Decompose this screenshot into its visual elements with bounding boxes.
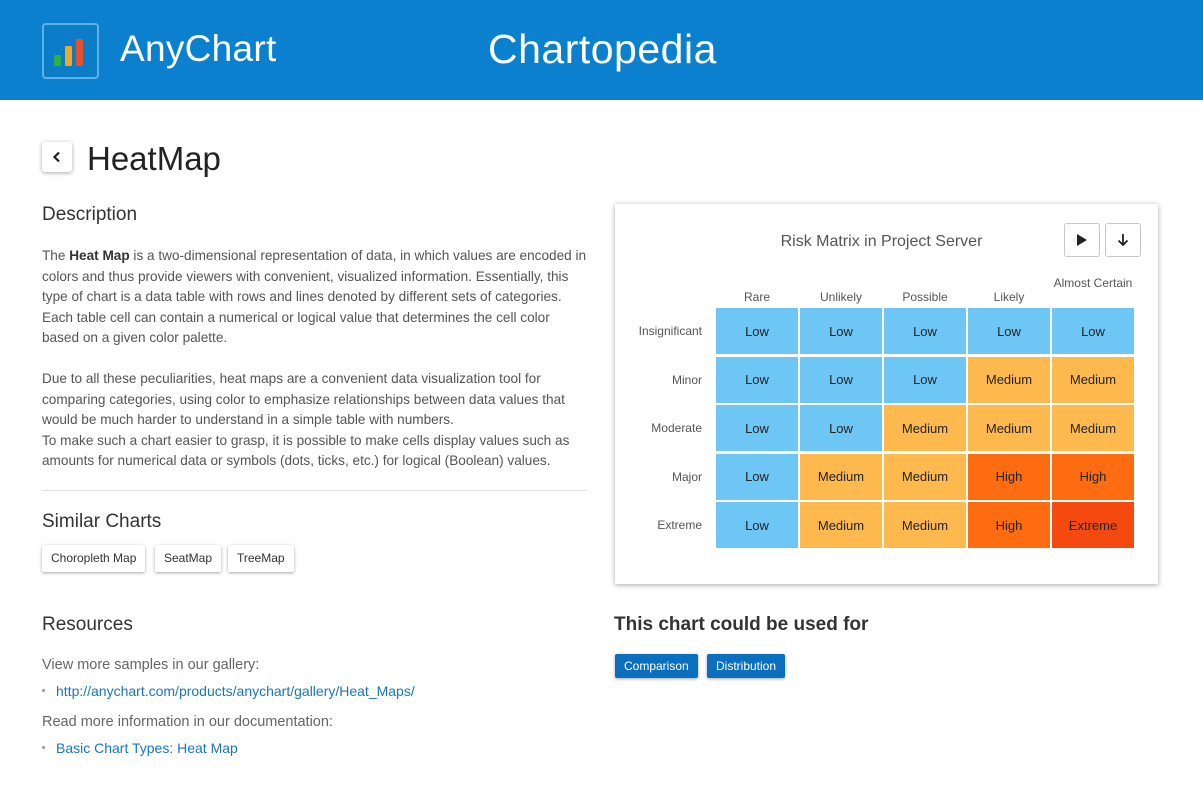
bullet-icon — [42, 688, 45, 692]
heatmap-column-label: Unlikely — [819, 290, 862, 304]
heatmap-cell[interactable]: High — [968, 453, 1050, 500]
heatmap-cell[interactable]: Medium — [968, 356, 1050, 403]
heatmap-cell[interactable]: Low — [716, 502, 798, 548]
logo-bar-green — [54, 55, 61, 66]
heatmap-cell[interactable]: Low — [1052, 308, 1134, 354]
description-paragraph-2: Due to all these peculiarities, heat map… — [42, 371, 565, 427]
heatmap-cell[interactable]: Low — [716, 356, 798, 403]
similar-chart-choropleth[interactable]: Choropleth Map — [42, 545, 146, 572]
heatmap-cell[interactable]: High — [968, 502, 1050, 548]
heatmap-cell[interactable]: Low — [800, 308, 882, 354]
heatmap-cell[interactable]: High — [1052, 453, 1134, 500]
heatmap-column-label: Almost Certain — [1053, 276, 1133, 290]
bar-chart-logo-icon[interactable] — [42, 23, 99, 79]
heatmap-cell[interactable]: Low — [716, 453, 798, 500]
bullet-icon — [42, 745, 45, 749]
chart-card: Risk Matrix in Project Server Rare Unlike… — [615, 204, 1158, 584]
download-arrow-icon — [1117, 234, 1129, 247]
similar-chart-treemap[interactable]: TreeMap — [228, 545, 294, 572]
usage-tag-distribution[interactable]: Distribution — [707, 654, 786, 678]
heatmap-row-label: Insignificant — [638, 324, 702, 338]
gallery-link-item[interactable]: http://anychart.com/products/anychart/ga… — [42, 683, 415, 699]
heatmap-cell[interactable]: Low — [716, 308, 798, 354]
resources-heading: Resources — [42, 614, 133, 635]
similar-charts-heading: Similar Charts — [42, 511, 162, 532]
heatmap-cell[interactable]: Medium — [1052, 356, 1134, 403]
heatmap-column-label: Likely — [993, 290, 1025, 304]
heatmap-cell[interactable]: Low — [716, 405, 798, 451]
description-paragraph-3: To make such a chart easier to grasp, it… — [42, 432, 570, 469]
heatmap-row-label: Moderate — [651, 421, 702, 435]
heatmap-cell[interactable]: Medium — [800, 453, 882, 500]
heatmap-cell[interactable]: Low — [800, 405, 882, 451]
desc-rest: is a two-dimensional representation of d… — [42, 248, 587, 345]
description-paragraph-1: The Heat Map is a two-dimensional repres… — [42, 246, 590, 349]
docs-link-item[interactable]: Basic Chart Types: Heat Map — [42, 740, 238, 756]
heatmap-cell[interactable]: Medium — [1052, 405, 1134, 451]
usage-tag-comparison[interactable]: Comparison — [615, 654, 698, 678]
docs-text: Read more information in our documentati… — [42, 714, 333, 730]
usage-heading: This chart could be used for — [614, 614, 869, 635]
play-icon — [1077, 234, 1087, 246]
heatmap-cell[interactable]: Medium — [884, 405, 966, 451]
logo-bar-orange — [65, 46, 72, 66]
heatmap-column-label: Rare — [743, 290, 770, 304]
download-button[interactable] — [1105, 223, 1141, 257]
heatmap-cell[interactable]: Low — [884, 308, 966, 354]
heatmap-row-label: Extreme — [657, 518, 702, 532]
heatmap-cell[interactable]: Medium — [800, 502, 882, 548]
desc-bold-term: Heat Map — [69, 248, 130, 263]
gallery-text: View more samples in our gallery: — [42, 657, 260, 673]
docs-link[interactable]: Basic Chart Types: Heat Map — [56, 740, 238, 756]
heatmap-cell[interactable]: Low — [800, 356, 882, 403]
heatmap-cell[interactable]: Low — [884, 356, 966, 403]
brand-name[interactable]: AnyChart — [120, 28, 277, 69]
heatmap-cell[interactable]: Medium — [884, 453, 966, 500]
site-title[interactable]: Chartopedia — [488, 26, 717, 72]
page-title: HeatMap — [87, 140, 221, 177]
description-heading: Description — [42, 204, 138, 225]
back-button[interactable] — [42, 142, 72, 172]
play-button[interactable] — [1064, 223, 1100, 257]
gallery-link[interactable]: http://anychart.com/products/anychart/ga… — [56, 683, 415, 699]
section-divider — [42, 490, 587, 491]
chevron-left-icon — [52, 151, 60, 163]
heatmap-row-label: Minor — [671, 372, 702, 387]
logo-bar-red — [76, 39, 83, 66]
similar-chart-seatmap[interactable]: SeatMap — [155, 545, 222, 572]
description-text: The Heat Map is a two-dimensional repres… — [42, 246, 590, 472]
heatmap-cell[interactable]: Medium — [884, 502, 966, 548]
heatmap-column-label: Possible — [902, 290, 948, 304]
heatmap-cell[interactable]: Extreme — [1052, 502, 1134, 548]
heatmap-cell[interactable]: Low — [968, 308, 1050, 354]
chart-title: Risk Matrix in Project Server — [780, 233, 983, 250]
heatmap-cell[interactable]: Medium — [968, 405, 1050, 451]
top-header: AnyChart Chartopedia — [0, 0, 1203, 100]
heatmap-row-label: Major — [671, 469, 702, 484]
desc-intro: The — [42, 248, 70, 263]
